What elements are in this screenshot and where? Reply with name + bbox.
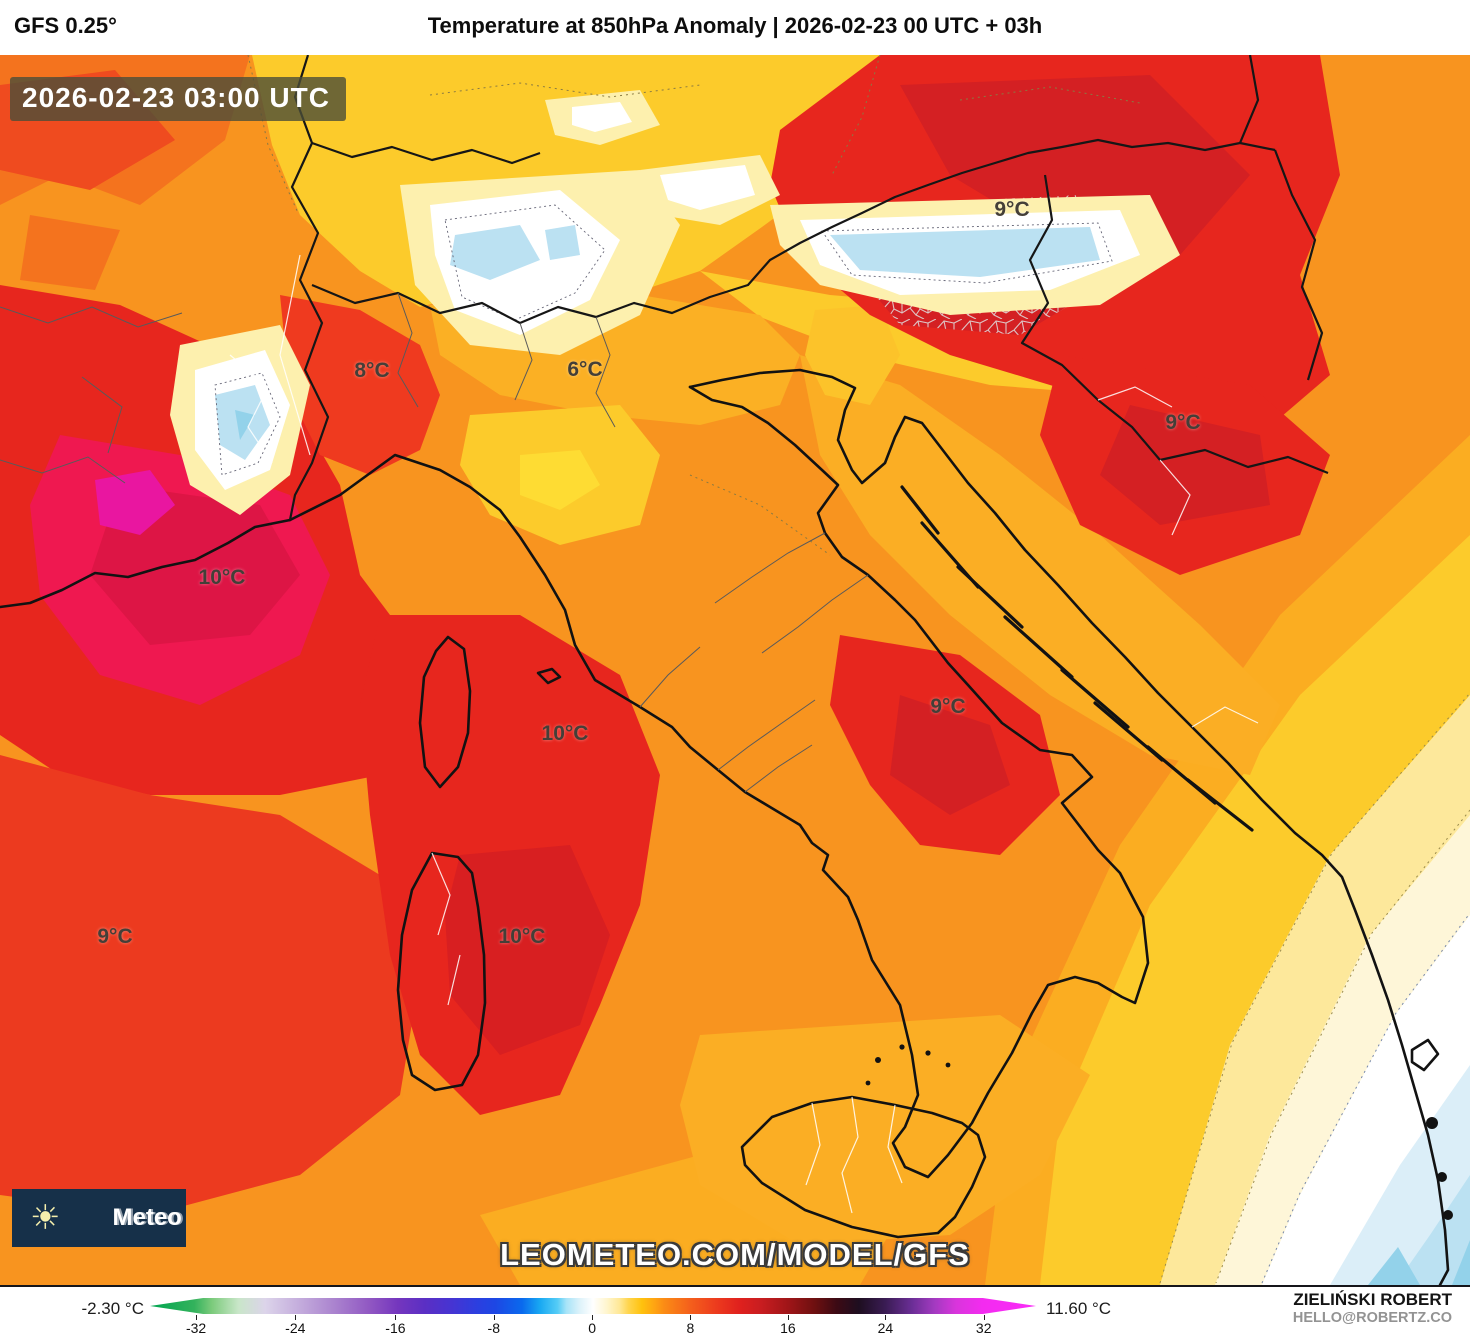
legend-bar: -2.30 °C -32 -24 -16 -8 0 8 16 24 32 11.60 °C ZI… <box>0 1287 1470 1338</box>
colorbar-tick <box>690 1315 692 1320</box>
corsica-coastline <box>418 635 472 789</box>
page-title: Temperature at 850hPa Anomaly | 2026-02-… <box>427 13 1043 38</box>
colorbar-tick-label: 32 <box>975 1320 992 1336</box>
map-temp-label: 9°C <box>1165 411 1201 434</box>
legend-max-value: 11.60 °C <box>1046 1299 1112 1318</box>
sardinia-coastline <box>396 851 487 1092</box>
anomaly-contour-map <box>0 55 1470 1285</box>
colorbar-tick <box>592 1315 594 1320</box>
weather-map: 2026-02-23 03:00 UTC 8°C 6°C 9°C 9°C 10°C 10°… <box>0 55 1470 1287</box>
site-logo[interactable]: ☀ Meteo <box>12 1189 186 1247</box>
colorbar-tick-label: 8 <box>686 1320 695 1336</box>
credits: ZIELIŃSKI ROBERT HELLO@ROBERTZ.CO <box>1293 1290 1452 1328</box>
coastlines <box>0 368 1450 1285</box>
logo-text: Meteo <box>112 1204 182 1231</box>
colorbar-tick-label: -24 <box>285 1320 306 1336</box>
model-name: GFS 0.25° <box>14 13 117 38</box>
southeast-cool-bands <box>985 435 1470 1285</box>
west-mediterranean-red <box>0 755 420 1215</box>
author-name: ZIELIŃSKI ROBERT <box>1293 1290 1452 1309</box>
corfu-island <box>1410 1038 1440 1072</box>
france-south-coast <box>0 518 292 609</box>
colorbar-tick <box>983 1315 985 1320</box>
colorbar-tick-label: 16 <box>780 1320 796 1336</box>
croatian-islands <box>900 485 1254 832</box>
west-hot-anomaly-region <box>0 285 440 795</box>
map-temp-label: 10°C <box>498 925 546 948</box>
colorbar-tick-label: 0 <box>588 1320 597 1336</box>
elba-island <box>536 667 562 685</box>
colorbar-tick <box>295 1315 297 1320</box>
colorbar-tick <box>787 1315 789 1320</box>
sicily-coastline <box>740 1095 987 1239</box>
map-temp-label: 6°C <box>567 358 603 381</box>
country-borders <box>288 55 1329 521</box>
legend-min-value: -2.30 °C <box>81 1299 144 1318</box>
map-temp-label: 10°C <box>541 722 589 745</box>
anomaly-colorbar <box>150 1298 1036 1314</box>
author-email: HELLO@ROBERTZ.CO <box>1292 1310 1452 1327</box>
map-temp-label: 9°C <box>930 695 966 718</box>
alps-cold-pockets <box>170 90 1180 515</box>
map-temp-label: 9°C <box>994 198 1030 221</box>
header-bar: GFS 0.25° Temperature at 850hPa Anomaly … <box>0 0 1470 55</box>
central-italy-yellow <box>460 405 1090 1285</box>
colorbar-tick <box>196 1315 198 1320</box>
north-adriatic-coast <box>688 368 1450 1285</box>
colorbar-tick-label: 24 <box>877 1320 894 1336</box>
colorbar-tick <box>885 1315 887 1320</box>
south-italy-red-region <box>830 635 1060 855</box>
colorbar-tick-label: -16 <box>385 1320 406 1336</box>
timestamp-overlay: 2026-02-23 03:00 UTC <box>10 77 346 121</box>
colorbar-tick-label: -32 <box>185 1320 207 1336</box>
small-islands <box>696 1044 1453 1267</box>
map-temp-label: 8°C <box>354 359 390 382</box>
map-temp-label: 10°C <box>198 566 246 589</box>
admin-borders-light <box>229 254 1259 1214</box>
italy-coastline <box>288 385 1150 1179</box>
colorbar-tick <box>395 1315 397 1320</box>
map-temp-label: 9°C <box>97 925 133 948</box>
colorbar-tick <box>493 1315 495 1320</box>
sun-icon: ☀ <box>30 1199 61 1237</box>
watermark: LEOMETEO.COM/MODEL/GFS <box>500 1237 970 1272</box>
colorbar-tick-label: -8 <box>487 1320 500 1336</box>
admin-borders <box>0 292 869 793</box>
